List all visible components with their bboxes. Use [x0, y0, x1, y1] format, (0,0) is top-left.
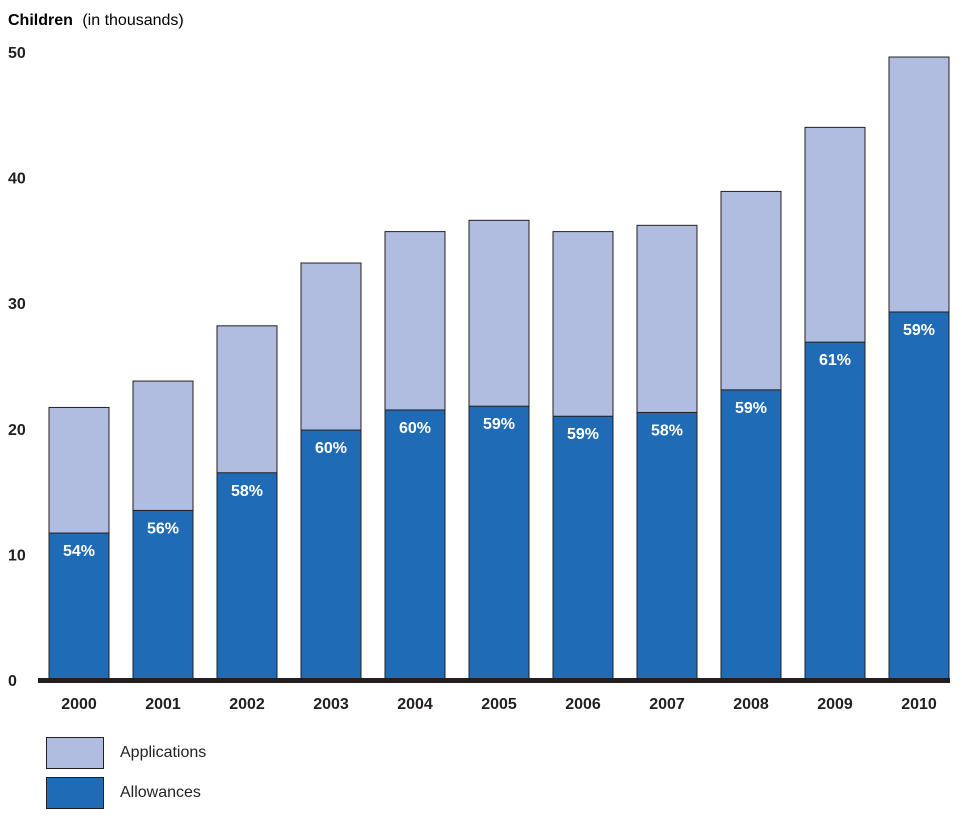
x-tick-label: 2000 — [61, 696, 97, 713]
legend-swatch-allowances — [46, 777, 104, 809]
data-label: 58% — [651, 422, 683, 439]
legend-item-allowances: Allowances — [46, 776, 206, 810]
x-tick-label: 2001 — [145, 696, 181, 713]
bar-allowances — [804, 341, 866, 681]
chart-title: Children (in thousands) — [8, 12, 184, 29]
bar-allowances — [888, 311, 950, 681]
y-tick-label: 40 — [8, 171, 26, 188]
data-label: 59% — [567, 426, 599, 443]
data-label: 61% — [819, 352, 851, 369]
legend-label-allowances: Allowances — [120, 784, 201, 801]
y-tick-label: 30 — [8, 296, 26, 313]
bar-allowances — [132, 509, 194, 681]
x-tick-label: 2008 — [733, 696, 769, 713]
data-label: 59% — [735, 400, 767, 417]
bar-allowances — [48, 532, 110, 681]
y-tick-label: 10 — [8, 547, 26, 564]
bar-allowances — [468, 405, 530, 681]
bar-allowances — [384, 409, 446, 681]
x-tick-label: 2004 — [397, 696, 433, 713]
data-label: 54% — [63, 543, 95, 560]
x-tick-label: 2002 — [229, 696, 265, 713]
data-label: 60% — [399, 420, 431, 437]
bar-allowances — [636, 411, 698, 681]
bar-allowances — [300, 429, 362, 681]
legend-swatch-applications — [46, 737, 104, 769]
legend: Applications Allowances — [46, 736, 206, 816]
data-label: 60% — [315, 440, 347, 457]
x-tick-label: 2006 — [565, 696, 601, 713]
legend-label-applications: Applications — [120, 744, 207, 761]
bar-allowances — [216, 472, 278, 681]
data-label: 59% — [483, 416, 515, 433]
x-tick-label: 2010 — [901, 696, 937, 713]
y-tick-label: 0 — [8, 673, 17, 690]
data-label: 58% — [231, 483, 263, 500]
data-label: 59% — [903, 322, 935, 339]
y-axis: 0 10 20 30 40 50 — [8, 45, 26, 690]
x-tick-label: 2005 — [481, 696, 517, 713]
y-tick-label: 20 — [8, 422, 26, 439]
x-axis-baseline — [38, 678, 950, 683]
bars: 54% 56% 58% 60% 60% 59% 59% 58% 59% 61% 59% — [48, 56, 950, 681]
x-axis: 2000 2001 2002 2003 2004 2005 2006 2007 2008 2009… — [61, 696, 937, 713]
x-tick-label: 2003 — [313, 696, 349, 713]
data-label: 56% — [147, 520, 179, 537]
chart-title-suffix: (in thousands) — [82, 12, 183, 29]
x-tick-label: 2009 — [817, 696, 853, 713]
y-tick-label: 50 — [8, 45, 26, 62]
chart-title-main: Children — [8, 12, 73, 29]
bar-allowances — [552, 415, 614, 681]
legend-item-applications: Applications — [46, 736, 206, 770]
x-tick-label: 2007 — [649, 696, 685, 713]
bar-allowances — [720, 389, 782, 681]
